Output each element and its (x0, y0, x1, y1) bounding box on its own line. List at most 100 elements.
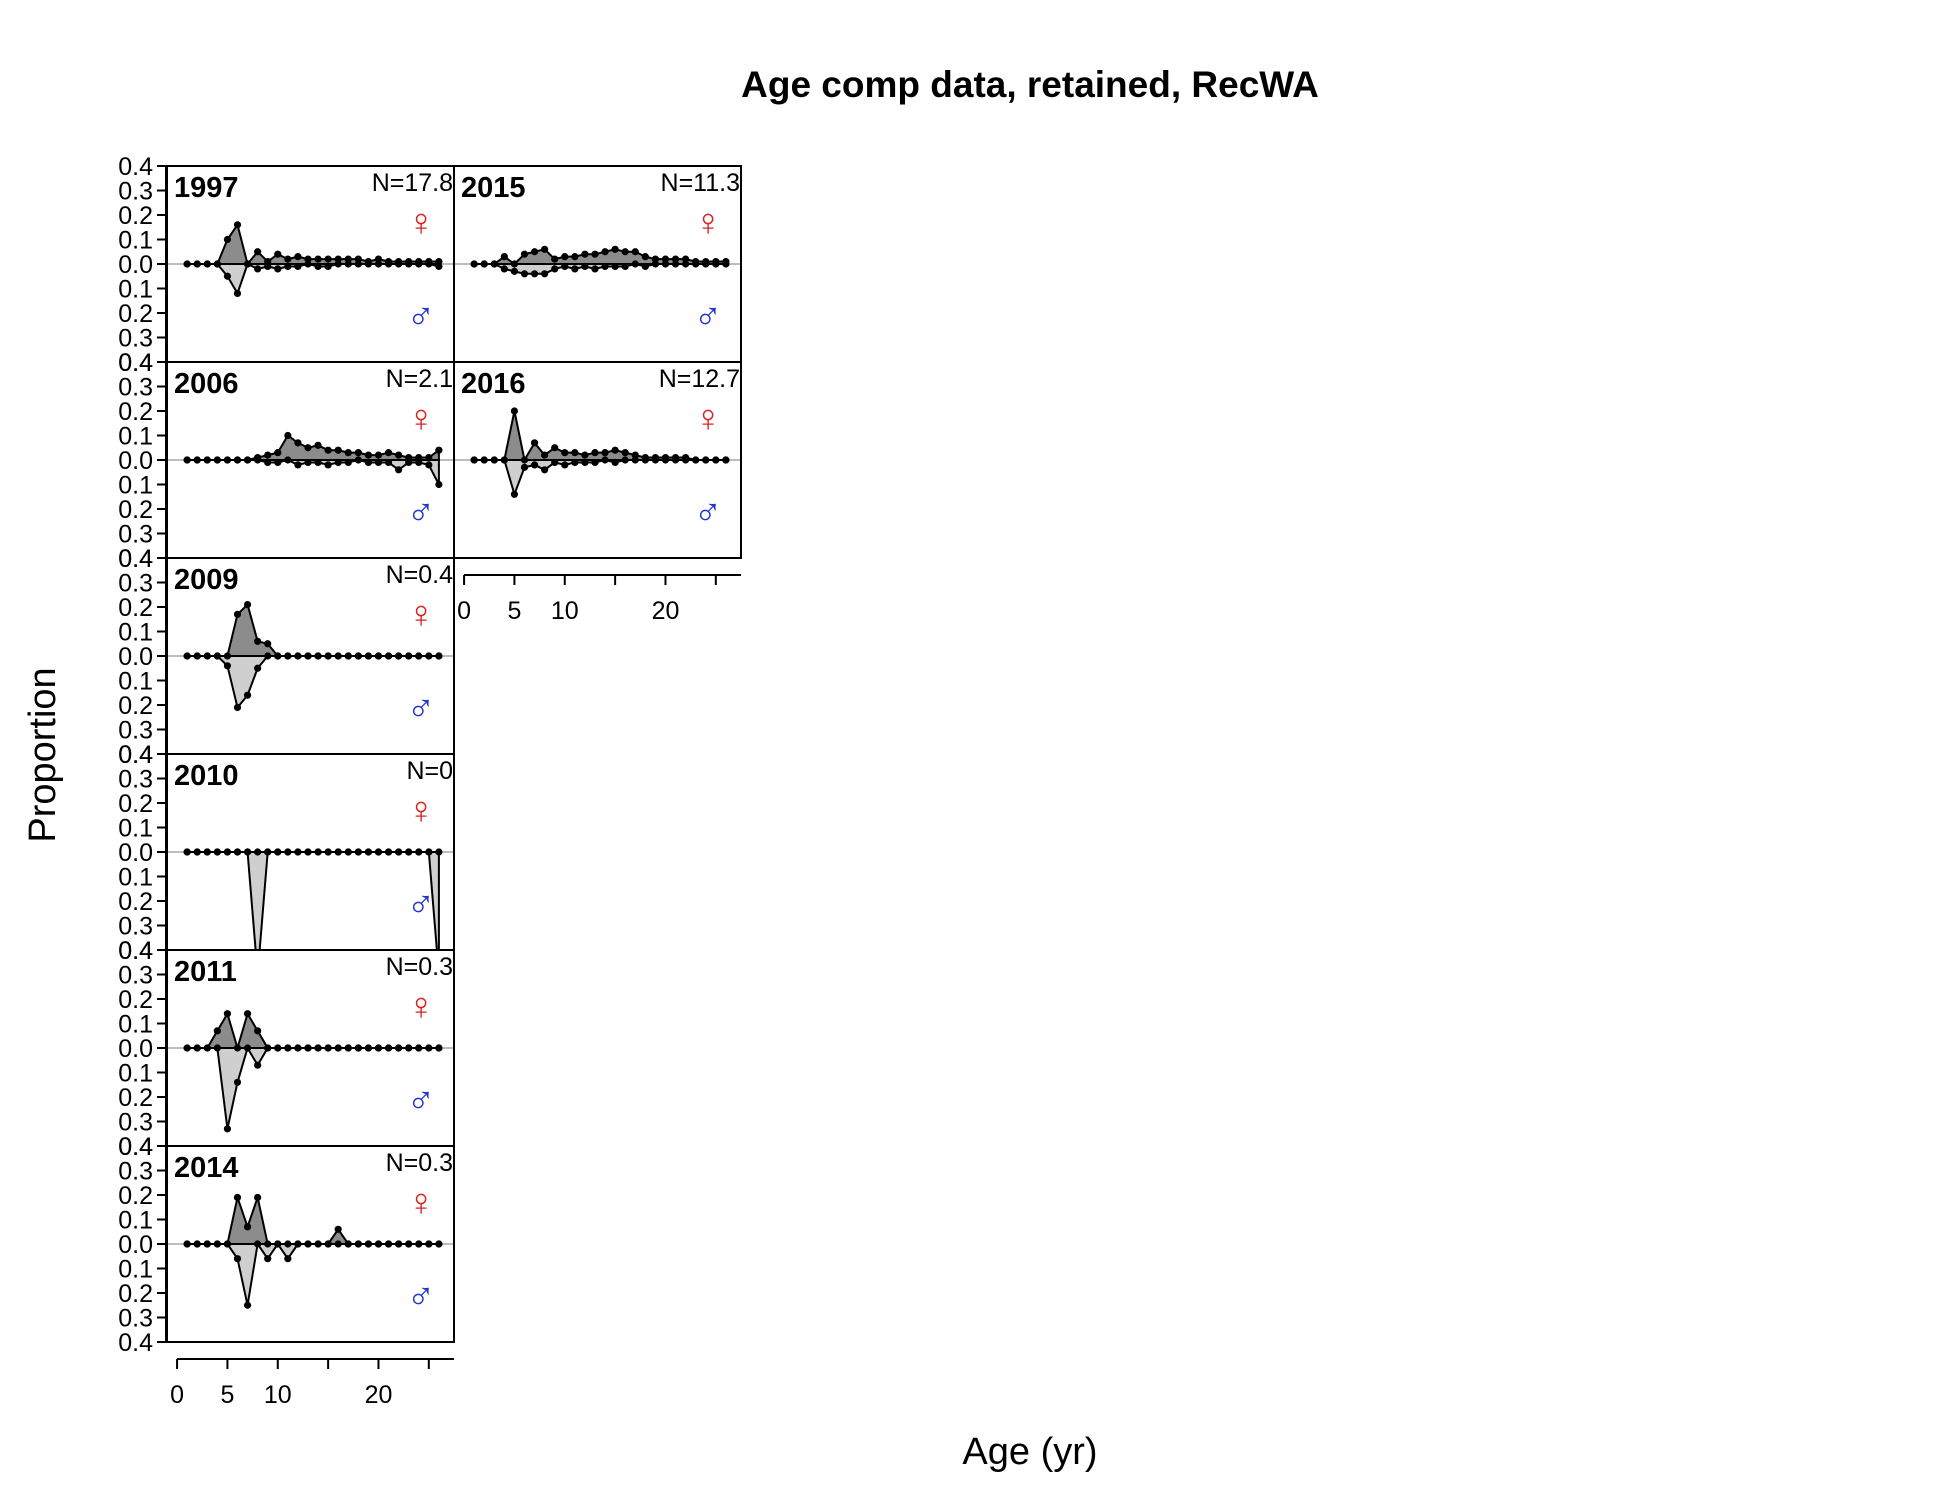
male-point (233, 848, 242, 856)
male-point (551, 265, 559, 273)
male-point (364, 1044, 373, 1052)
panel-plot-area (167, 848, 454, 950)
male-point (324, 461, 332, 469)
male-point (490, 456, 498, 464)
male-point (405, 1044, 413, 1052)
panel-2014: 2014 N=0.3♀♂0.40.30.20.10.00.10.20.30.40 5… (118, 1133, 455, 1409)
male-point (405, 848, 413, 856)
male-point (591, 265, 599, 273)
male-point (561, 461, 569, 469)
panel-plot-area (167, 600, 454, 712)
male-point (490, 260, 498, 268)
male-point (364, 458, 373, 467)
male-point (425, 1044, 433, 1052)
male-point (405, 260, 413, 268)
male-symbol-icon: ♂ (694, 296, 723, 338)
female-area (186, 1196, 440, 1245)
male-point (274, 652, 282, 660)
female-point (243, 1223, 252, 1231)
male-point (193, 1044, 201, 1052)
male-point (344, 1240, 352, 1248)
male-point (334, 1240, 342, 1248)
female-point (223, 1010, 232, 1018)
male-point (631, 456, 639, 464)
female-point (601, 248, 609, 256)
female-symbol-icon: ♀ (407, 202, 436, 244)
female-point (384, 449, 393, 457)
female-point (324, 255, 332, 263)
female-point (304, 444, 312, 452)
y-tick-label: 0.3 (118, 178, 153, 206)
female-point (551, 255, 559, 263)
y-tick-label: 0.4 (118, 741, 153, 769)
y-tick-label: 0.1 (118, 1256, 153, 1284)
female-point (284, 431, 292, 440)
male-point (354, 848, 362, 856)
female-point (243, 600, 252, 609)
female-point (641, 253, 649, 261)
female-point (510, 260, 519, 268)
female-point (233, 1193, 242, 1202)
male-point (354, 1240, 362, 1248)
female-area (186, 603, 440, 657)
male-point (213, 456, 221, 464)
female-point (233, 221, 242, 229)
female-point (254, 248, 262, 256)
panel-year-label: 1997 (174, 172, 239, 204)
male-point (183, 1044, 191, 1052)
male-point (671, 260, 680, 268)
y-tick-label: 0.4 (118, 937, 153, 965)
panel-frame (453, 361, 742, 559)
y-tick-label: 0.3 (118, 1109, 153, 1137)
male-point (611, 458, 619, 467)
x-axis: 0 5 10 20 (170, 1358, 454, 1409)
male-point (425, 1240, 433, 1248)
panel-year-label: 2010 (174, 760, 239, 792)
male-point (284, 1255, 292, 1263)
female-point (254, 848, 262, 856)
male-point (294, 652, 302, 660)
male-point (304, 652, 312, 660)
male-point (314, 458, 322, 467)
female-point (541, 451, 549, 459)
male-point (354, 260, 362, 268)
female-symbol-icon: ♀ (407, 594, 436, 636)
female-point (520, 456, 529, 464)
y-tick-label: 0.0 (118, 251, 153, 279)
male-point (405, 652, 413, 660)
y-tick-label: 0.0 (118, 1035, 153, 1063)
male-point (631, 260, 639, 268)
male-point (183, 456, 191, 464)
y-tick-label: 0.3 (118, 521, 153, 549)
female-area (473, 410, 727, 461)
y-tick-label: 0.3 (118, 325, 153, 353)
male-point (294, 1044, 302, 1052)
male-point (183, 1240, 191, 1248)
female-point (264, 451, 272, 459)
male-point (470, 260, 478, 268)
male-symbol-icon: ♂ (407, 688, 436, 730)
y-tick-label: 0.4 (118, 741, 153, 769)
panel-2016: 2016 N=12.7 ♀ ♂ 0 5 10 20 (453, 361, 742, 625)
female-point (284, 1240, 292, 1248)
male-point (294, 1240, 302, 1248)
male-point (294, 461, 302, 469)
x-tick-label: 0 (457, 597, 471, 625)
y-tick-label: 0.2 (118, 790, 153, 818)
male-point (223, 848, 232, 856)
female-point (520, 250, 529, 258)
male-point (203, 1240, 211, 1248)
male-point (425, 652, 433, 660)
female-symbol-icon: ♀ (694, 202, 723, 244)
panel-plot-area (167, 221, 454, 297)
male-point (314, 848, 322, 856)
female-point (294, 253, 302, 261)
male-point (304, 1240, 312, 1248)
male-point (314, 652, 322, 660)
female-point (364, 451, 373, 459)
male-point (541, 466, 549, 474)
y-tick-label: 0.3 (118, 913, 153, 941)
y-tick-label: 0.4 (118, 1133, 153, 1161)
male-point (561, 262, 569, 271)
male-point (233, 456, 242, 464)
